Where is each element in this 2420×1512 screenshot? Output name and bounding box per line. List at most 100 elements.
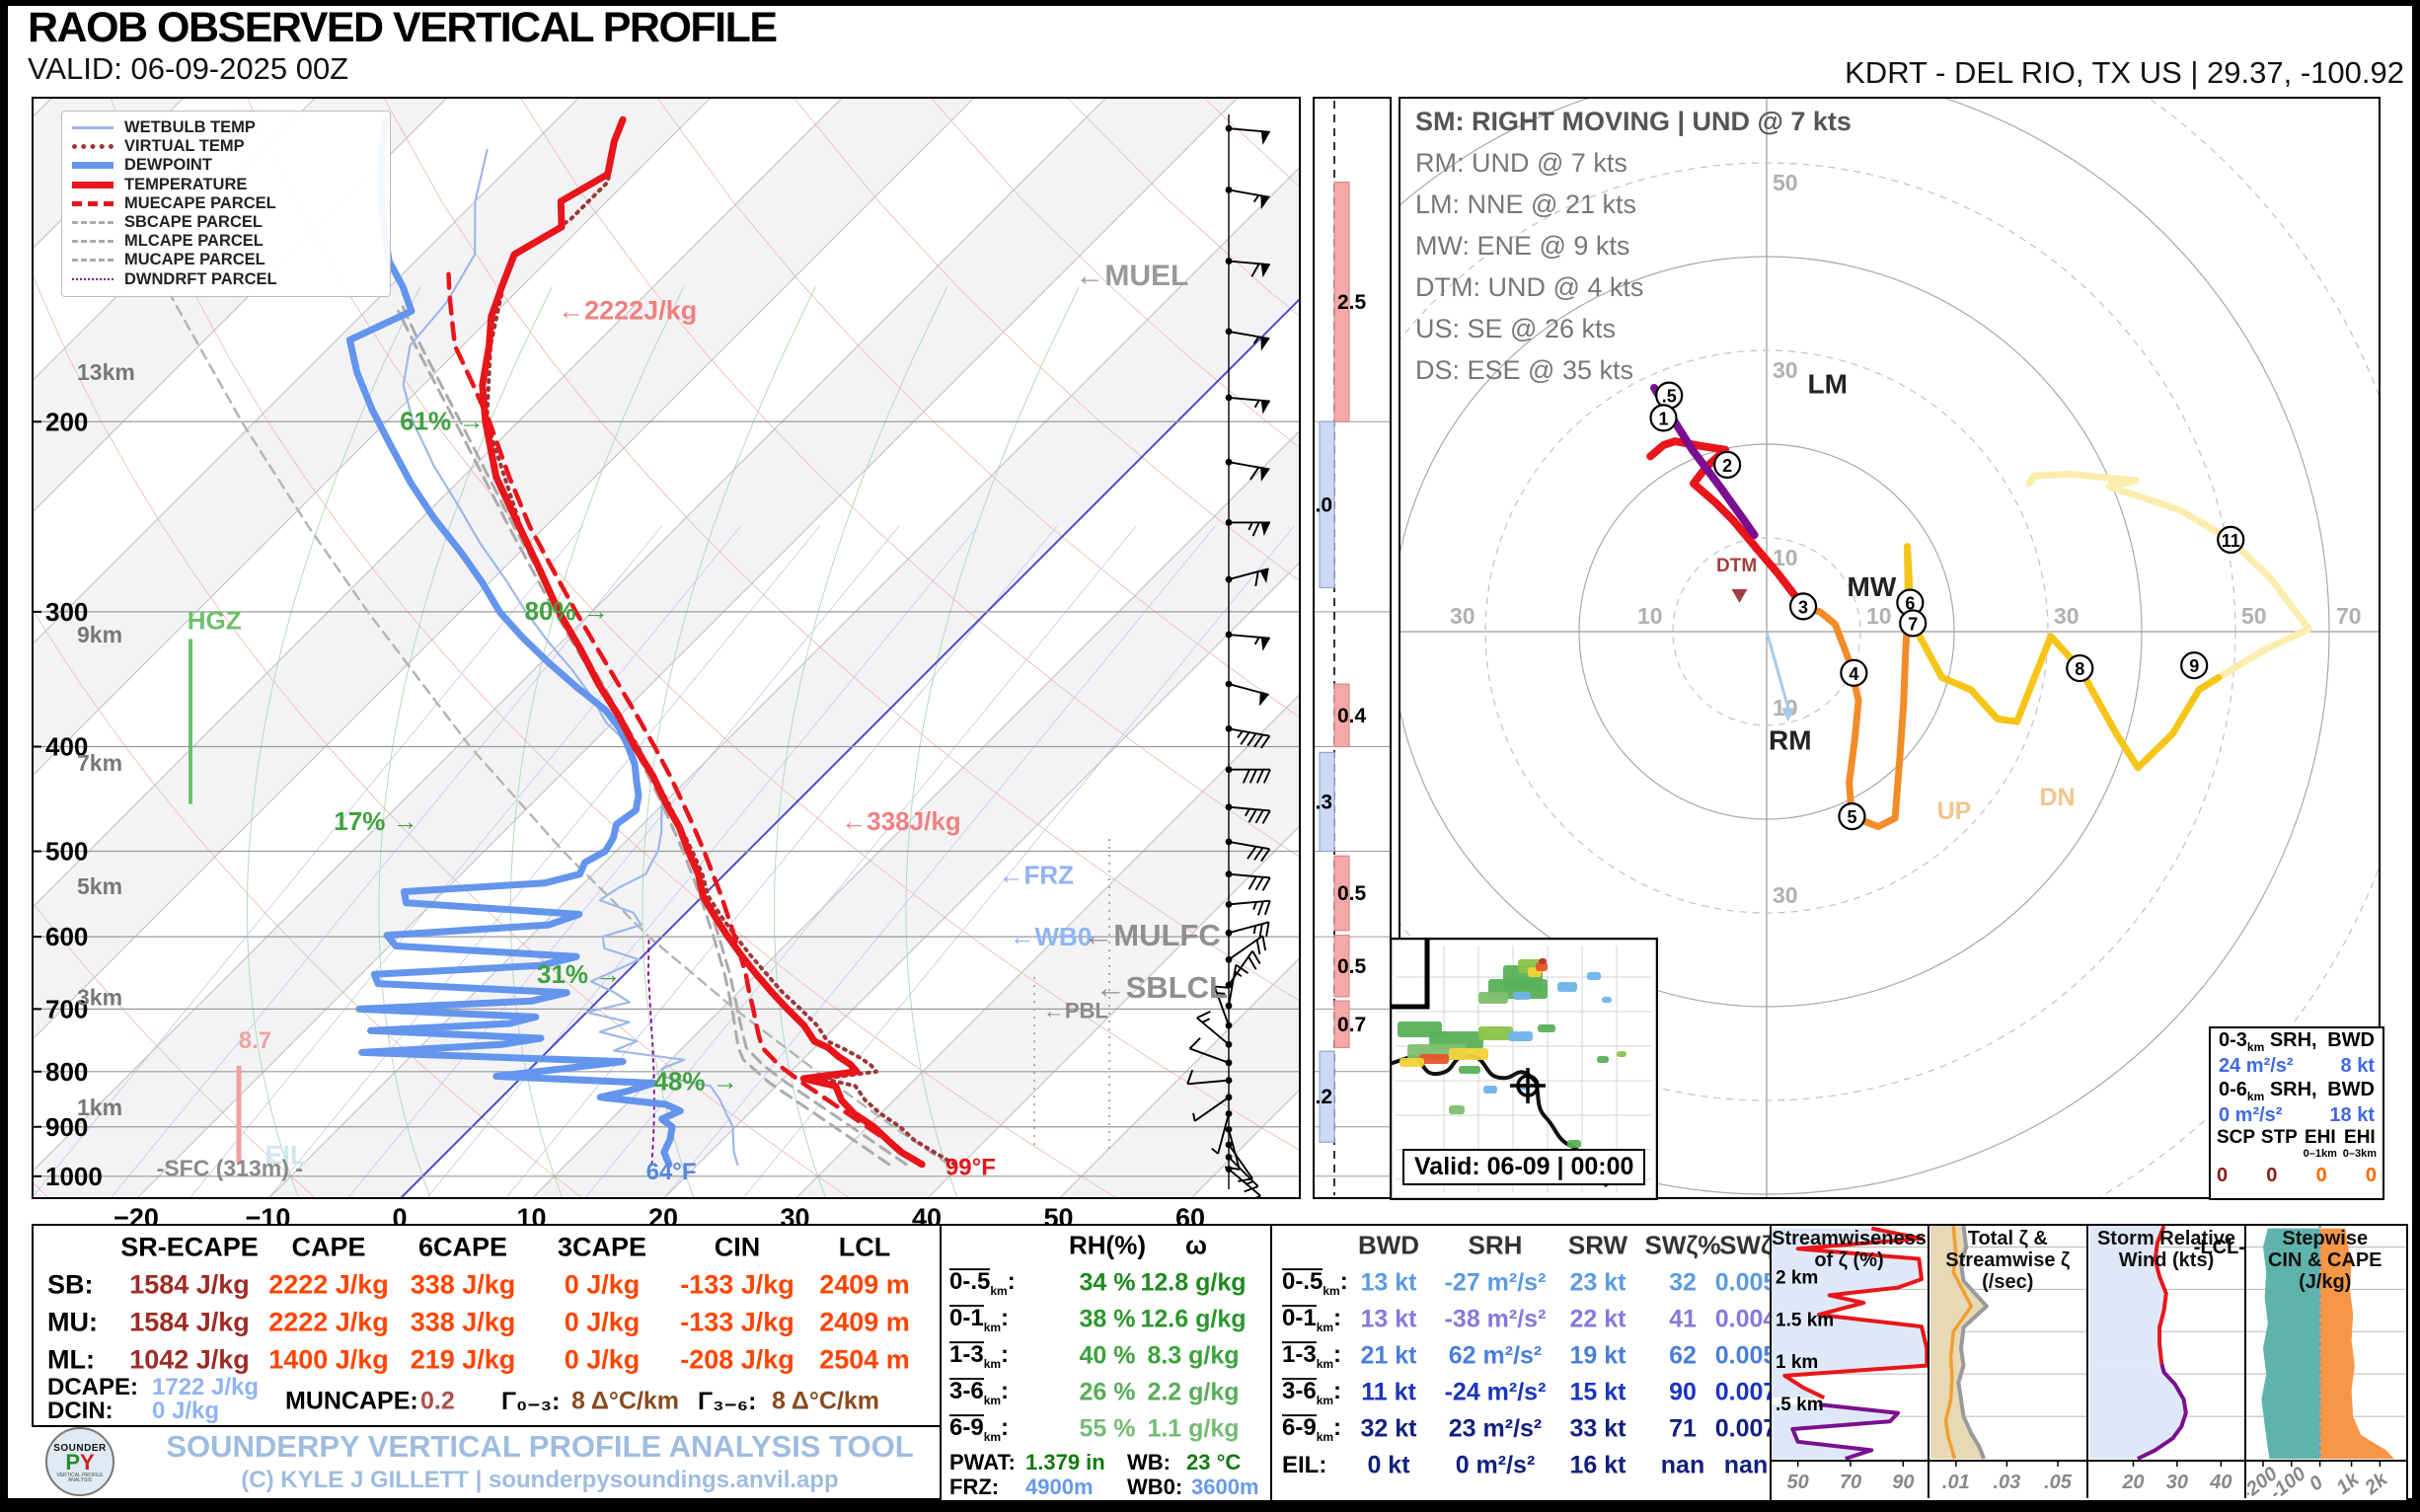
omega-strip: 2.5 -2.0 0.4 -1.3 0.5 0.5 0.7 -1.2: [1313, 97, 1392, 1199]
mixing-ratio-value: 2.2 g/kg: [1147, 1378, 1240, 1406]
omega-bar-label: 0.4: [1337, 705, 1367, 727]
thermo-row-label: MU:: [47, 1307, 98, 1337]
thermo-row-label: SB:: [47, 1269, 94, 1300]
hodo-height-marker: [2180, 651, 2209, 680]
storm-motion-ds: DS: ESE @ 35 kts: [1415, 355, 1633, 385]
rh-col-header: RH(%): [1069, 1230, 1146, 1260]
legend-item: MLCAPE PARCEL: [72, 232, 380, 251]
rh-value: 34 %: [1079, 1268, 1136, 1297]
gamma03-label: Γ₀₋₃:: [501, 1388, 561, 1415]
hodo-label-MW: MW: [1848, 571, 1897, 602]
panel-divider: [2244, 1224, 2247, 1498]
annotation: ←SBLCL: [1096, 970, 1228, 1005]
wb-value: 23 °C: [1186, 1450, 1242, 1474]
thermo-value: 1042 J/kg: [129, 1344, 250, 1375]
legend-line-sample: [72, 240, 113, 244]
panel-height-label: .5 km: [1776, 1395, 1824, 1415]
svg-text:11: 11: [2222, 531, 2240, 551]
pressure-label: 400: [45, 732, 88, 762]
shear-table: BWD SRH SRW SWζ% SWζ 0-.5km: 13 kt -27 m²/s² 23 …: [1270, 1224, 1777, 1502]
hodo-ring-label: 30: [2054, 603, 2080, 629]
thermo-value: 2222 J/kg: [268, 1269, 389, 1300]
thermo-value: 2409 m: [819, 1269, 910, 1300]
thermo-value: 0 J/kg: [564, 1344, 641, 1375]
omega-bar-label: -1.2: [1313, 1086, 1332, 1108]
legend-item: DWNDRFT PARCEL: [72, 270, 380, 289]
rh-row-label: 3-6km:: [949, 1378, 1010, 1407]
radar-echo: [1617, 1051, 1626, 1057]
shear-row-label: 1-3km:: [1282, 1341, 1342, 1371]
legend-line-sample: [72, 162, 113, 170]
footer: SOUNDER PY VERTICAL PROFILE ANALYSIS SOU…: [32, 1423, 940, 1496]
omega-bar: [1319, 1050, 1335, 1143]
legend-label: DEWPOINT: [124, 156, 212, 175]
hodo-label-UP: UP: [1937, 797, 1972, 825]
pwat-label: PWAT:: [949, 1450, 1016, 1474]
thermo-value: -133 J/kg: [680, 1269, 794, 1300]
legend-item: VIRTUAL TEMP: [72, 137, 380, 156]
gamma36-label: Γ₃₋₆:: [698, 1388, 757, 1415]
hodo-height-marker: [2217, 525, 2245, 554]
shear-row-label: 0-.5km:: [1282, 1268, 1348, 1298]
mixing-ratio-value: 12.8 g/kg: [1140, 1268, 1247, 1297]
pressure-label: 900: [45, 1112, 88, 1142]
srw-value: 15 kt: [1569, 1378, 1626, 1406]
annotation: 8.7: [239, 1027, 271, 1054]
panel-tick-label: 20: [2121, 1472, 2144, 1493]
panel-tick-label: .01: [1942, 1472, 1970, 1493]
hodo-ring-label: 70: [2336, 603, 2362, 629]
swz-pct-value: 41: [1669, 1305, 1697, 1333]
shear-col-header: BWD: [1357, 1230, 1420, 1260]
swz-pct-value: 71: [1669, 1414, 1697, 1443]
panel-srw: 20 30 40 -LCL-: [2088, 1226, 2248, 1496]
annotation: ←MUEL: [1075, 260, 1188, 292]
shear-col-header: SRH: [1468, 1230, 1523, 1260]
annotation: ←2222J/kg: [558, 295, 697, 325]
srw-value: 23 kt: [1569, 1268, 1626, 1297]
omega-bar: [1333, 934, 1350, 998]
shear-row-label: 3-6km:: [1282, 1378, 1342, 1407]
svg-text:5: 5: [1847, 807, 1856, 827]
bwd-value: 21 kt: [1360, 1341, 1417, 1370]
panel-tick-label: 50: [1787, 1472, 1809, 1493]
skewt-diagram: ←2222J/kg ←MUEL 61% → 80% → 17% → ←338J/kg 31%…: [32, 97, 1301, 1232]
profile-panels: 50 70 90 2 km 1.5 km 1 km .5 km .01 .03 .05 20 30 40…: [1770, 1224, 2408, 1502]
panel-series: [1956, 1226, 1989, 1460]
panel-series: [2153, 1226, 2168, 1365]
wb0-value: 3600m: [1191, 1474, 1259, 1499]
series-hodo-9km-plus: [2025, 470, 2312, 681]
rh-row-label: 1-3km:: [949, 1341, 1010, 1371]
srh-0-6-header: 0-6km SRH, BWD: [2219, 1079, 2375, 1103]
bwd-value: 13 kt: [1360, 1305, 1417, 1333]
series-temperature: [479, 115, 926, 1169]
annotation: -SFC (313m) -: [157, 1156, 303, 1181]
svg-text:.5: .5: [1662, 387, 1677, 407]
bwd-value: 13 kt: [1360, 1268, 1417, 1297]
dcin-value: 0 J/kg: [152, 1398, 220, 1424]
thermo-value: 1584 J/kg: [129, 1269, 250, 1300]
muncape-label: MUNCAPE:: [285, 1387, 418, 1415]
pressure-label: 200: [45, 407, 88, 436]
height-label: 9km: [77, 622, 122, 647]
legend-label: MUCAPE PARCEL: [124, 251, 265, 269]
wb-label: WB:: [1127, 1450, 1171, 1474]
svg-text:2: 2: [1722, 456, 1732, 476]
panel-divider: [2085, 1224, 2088, 1498]
svg-text:3: 3: [1798, 597, 1808, 617]
lcl-marker-label: -LCL-: [2193, 1237, 2244, 1258]
height-label: 5km: [77, 873, 122, 899]
panel-tick-label: .03: [1993, 1472, 2020, 1493]
svg-text:7: 7: [1908, 614, 1918, 634]
srh-value: -38 m²/s²: [1444, 1305, 1547, 1333]
radar-echo: [1602, 997, 1612, 1003]
radar-echo: [1478, 1026, 1513, 1040]
shear-row-label: 6-9km:: [1282, 1414, 1342, 1444]
composite-indices-values: 0 0 0 0: [2217, 1165, 2377, 1186]
pressure-label: 500: [45, 837, 88, 867]
thermo-col-header: SR-ECAPE: [120, 1232, 259, 1262]
series-mlcape-parcel: [397, 309, 891, 1167]
hodo-height-marker: [1788, 592, 1818, 621]
srh-value: 0 m²/s²: [1455, 1451, 1536, 1479]
station-info: KDRT - DEL RIO, TX US | 29.37, -100.92: [1845, 55, 2404, 90]
